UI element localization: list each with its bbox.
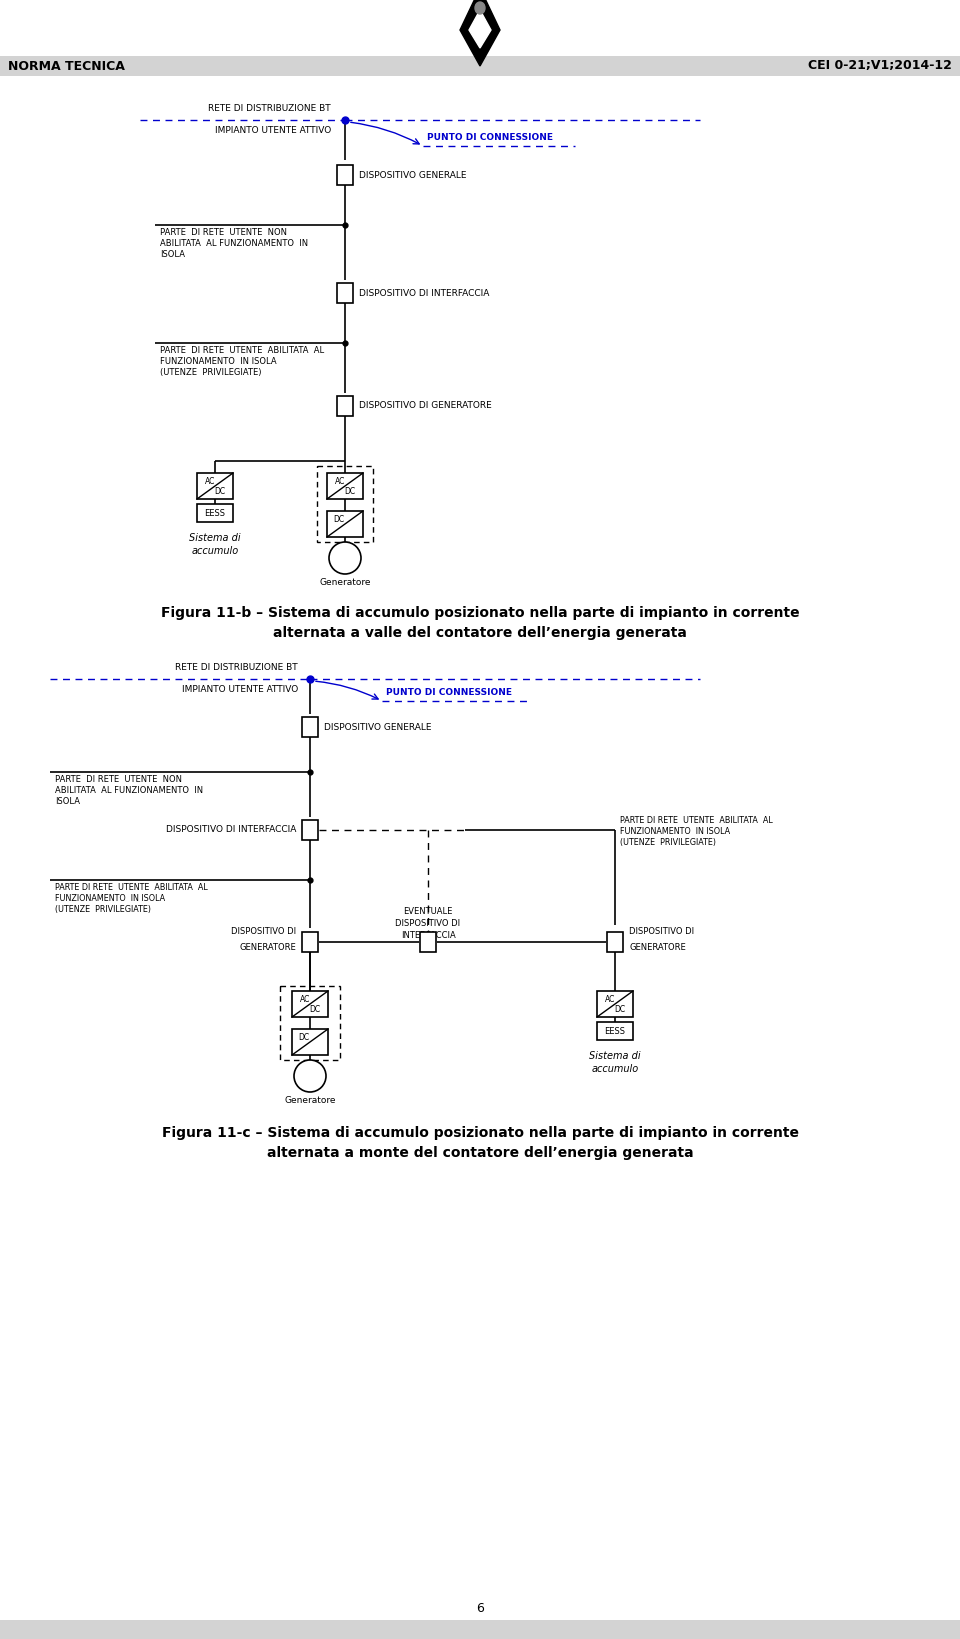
Bar: [280, 987, 340, 1060]
Text: EESS: EESS: [605, 1026, 626, 1036]
Text: RETE DI DISTRIBUZIONE BT: RETE DI DISTRIBUZIONE BT: [208, 103, 331, 113]
Bar: [0, 56, 960, 75]
Circle shape: [329, 543, 361, 574]
Text: Figura 11-c – Sistema di accumulo posizionato nella parte di impianto in corrent: Figura 11-c – Sistema di accumulo posizi…: [161, 1126, 799, 1141]
Text: DC: DC: [309, 1005, 321, 1013]
Text: DC: DC: [214, 487, 226, 495]
Text: (UTENZE  PRIVILEGIATE): (UTENZE PRIVILEGIATE): [55, 905, 151, 915]
Bar: [337, 397, 353, 416]
Text: alternata a valle del contatore dell’energia generata: alternata a valle del contatore dell’ene…: [273, 626, 687, 639]
Bar: [317, 465, 373, 543]
Text: DISPOSITIVO GENERALE: DISPOSITIVO GENERALE: [324, 723, 431, 731]
Text: Figura 11-b – Sistema di accumulo posizionato nella parte di impianto in corrent: Figura 11-b – Sistema di accumulo posizi…: [160, 606, 800, 620]
Circle shape: [294, 1060, 326, 1092]
Text: Generatore: Generatore: [320, 579, 371, 587]
Text: (UTENZE  PRIVILEGIATE): (UTENZE PRIVILEGIATE): [160, 369, 261, 377]
Ellipse shape: [475, 2, 485, 15]
Text: 6: 6: [476, 1601, 484, 1614]
Text: DC: DC: [614, 1005, 626, 1013]
Bar: [597, 992, 633, 1018]
Text: (UTENZE  PRIVILEGIATE): (UTENZE PRIVILEGIATE): [620, 838, 716, 847]
Text: accumulo: accumulo: [191, 546, 239, 556]
Polygon shape: [460, 0, 500, 66]
Bar: [327, 511, 363, 538]
Bar: [302, 820, 318, 841]
Text: DISPOSITIVO DI INTERFACCIA: DISPOSITIVO DI INTERFACCIA: [166, 826, 296, 834]
Text: AC: AC: [204, 477, 215, 485]
Bar: [327, 474, 363, 498]
Bar: [302, 933, 318, 952]
Text: Generatore: Generatore: [284, 1096, 336, 1105]
Text: AC: AC: [300, 995, 310, 1003]
Text: PARTE  DI RETE  UTENTE  ABILITATA  AL: PARTE DI RETE UTENTE ABILITATA AL: [160, 346, 324, 356]
Text: FUNZIONAMENTO  IN ISOLA: FUNZIONAMENTO IN ISOLA: [160, 357, 276, 365]
Bar: [302, 716, 318, 738]
Text: ABILITATA  AL FUNZIONAMENTO  IN: ABILITATA AL FUNZIONAMENTO IN: [160, 239, 308, 247]
Text: ISOLA: ISOLA: [55, 797, 80, 806]
Text: Sistema di: Sistema di: [189, 533, 241, 543]
Bar: [337, 284, 353, 303]
Text: PARTE DI RETE  UTENTE  ABILITATA  AL: PARTE DI RETE UTENTE ABILITATA AL: [55, 883, 207, 892]
Text: FUNZIONAMENTO  IN ISOLA: FUNZIONAMENTO IN ISOLA: [55, 893, 165, 903]
Text: NORMA TECNICA: NORMA TECNICA: [8, 59, 125, 72]
Text: PARTE DI RETE  UTENTE  ABILITATA  AL: PARTE DI RETE UTENTE ABILITATA AL: [620, 816, 773, 824]
Text: DC: DC: [333, 515, 345, 523]
Text: GENERATORE: GENERATORE: [239, 942, 296, 952]
Polygon shape: [469, 10, 491, 48]
Text: GENERATORE: GENERATORE: [629, 942, 685, 952]
Text: ISOLA: ISOLA: [160, 251, 185, 259]
Bar: [337, 166, 353, 185]
Text: DISPOSITIVO DI GENERATORE: DISPOSITIVO DI GENERATORE: [359, 402, 492, 410]
Bar: [292, 992, 328, 1018]
Text: IMPIANTO UTENTE ATTIVO: IMPIANTO UTENTE ATTIVO: [181, 685, 298, 693]
Text: PUNTO DI CONNESSIONE: PUNTO DI CONNESSIONE: [427, 133, 553, 143]
Text: DISPOSITIVO GENERALE: DISPOSITIVO GENERALE: [359, 170, 467, 180]
Text: DC: DC: [299, 1033, 309, 1041]
Text: DISPOSITIVO DI: DISPOSITIVO DI: [230, 928, 296, 936]
Bar: [597, 1023, 633, 1041]
Text: DISPOSITIVO DI: DISPOSITIVO DI: [629, 928, 694, 936]
Bar: [420, 933, 436, 952]
Text: EESS: EESS: [204, 508, 226, 518]
Text: IMPIANTO UTENTE ATTIVO: IMPIANTO UTENTE ATTIVO: [215, 126, 331, 134]
Text: PARTE  DI RETE  UTENTE  NON: PARTE DI RETE UTENTE NON: [160, 228, 287, 238]
Text: INTERFACCIA: INTERFACCIA: [400, 931, 455, 941]
Text: ABILITATA  AL FUNZIONAMENTO  IN: ABILITATA AL FUNZIONAMENTO IN: [55, 787, 204, 795]
Text: accumulo: accumulo: [591, 1064, 638, 1074]
Text: PARTE  DI RETE  UTENTE  NON: PARTE DI RETE UTENTE NON: [55, 775, 182, 783]
Text: alternata a monte del contatore dell’energia generata: alternata a monte del contatore dell’ene…: [267, 1146, 693, 1160]
Text: EVENTUALE: EVENTUALE: [403, 908, 453, 916]
Text: AC: AC: [335, 477, 346, 485]
Text: DISPOSITIVO DI: DISPOSITIVO DI: [396, 919, 461, 929]
Text: DC: DC: [345, 487, 355, 495]
Text: DISPOSITIVO DI INTERFACCIA: DISPOSITIVO DI INTERFACCIA: [359, 288, 490, 298]
Bar: [0, 1619, 960, 1639]
Text: AC: AC: [605, 995, 615, 1003]
Bar: [197, 505, 233, 521]
Text: PUNTO DI CONNESSIONE: PUNTO DI CONNESSIONE: [386, 688, 512, 697]
Text: CEI 0-21;V1;2014-12: CEI 0-21;V1;2014-12: [808, 59, 952, 72]
Text: Sistema di: Sistema di: [589, 1051, 641, 1060]
Bar: [197, 474, 233, 498]
Bar: [607, 933, 623, 952]
Text: RETE DI DISTRIBUZIONE BT: RETE DI DISTRIBUZIONE BT: [176, 664, 298, 672]
Text: FUNZIONAMENTO  IN ISOLA: FUNZIONAMENTO IN ISOLA: [620, 828, 731, 836]
Bar: [292, 1029, 328, 1056]
